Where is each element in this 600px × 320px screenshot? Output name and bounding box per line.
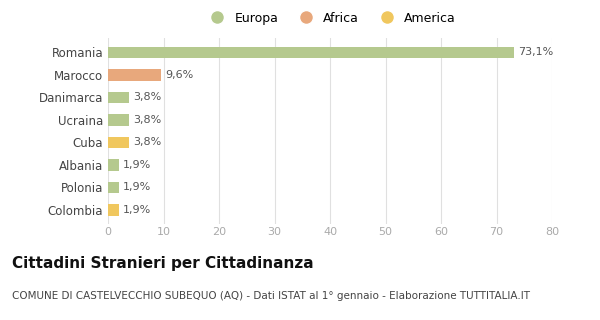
Text: 1,9%: 1,9% — [123, 182, 151, 192]
Bar — [108, 204, 119, 216]
Bar — [108, 114, 129, 125]
Bar — [108, 137, 129, 148]
Bar — [108, 69, 161, 81]
Text: 9,6%: 9,6% — [166, 70, 194, 80]
Bar — [108, 159, 119, 171]
Text: 1,9%: 1,9% — [123, 205, 151, 215]
Text: 3,8%: 3,8% — [134, 138, 162, 148]
Bar — [108, 47, 514, 58]
Bar — [108, 92, 129, 103]
Text: 3,8%: 3,8% — [134, 92, 162, 102]
Text: 73,1%: 73,1% — [518, 47, 553, 58]
Text: 3,8%: 3,8% — [134, 115, 162, 125]
Text: COMUNE DI CASTELVECCHIO SUBEQUO (AQ) - Dati ISTAT al 1° gennaio - Elaborazione T: COMUNE DI CASTELVECCHIO SUBEQUO (AQ) - D… — [12, 291, 530, 301]
Legend: Europa, Africa, America: Europa, Africa, America — [204, 12, 456, 25]
Text: Cittadini Stranieri per Cittadinanza: Cittadini Stranieri per Cittadinanza — [12, 256, 314, 271]
Bar — [108, 182, 119, 193]
Text: 1,9%: 1,9% — [123, 160, 151, 170]
